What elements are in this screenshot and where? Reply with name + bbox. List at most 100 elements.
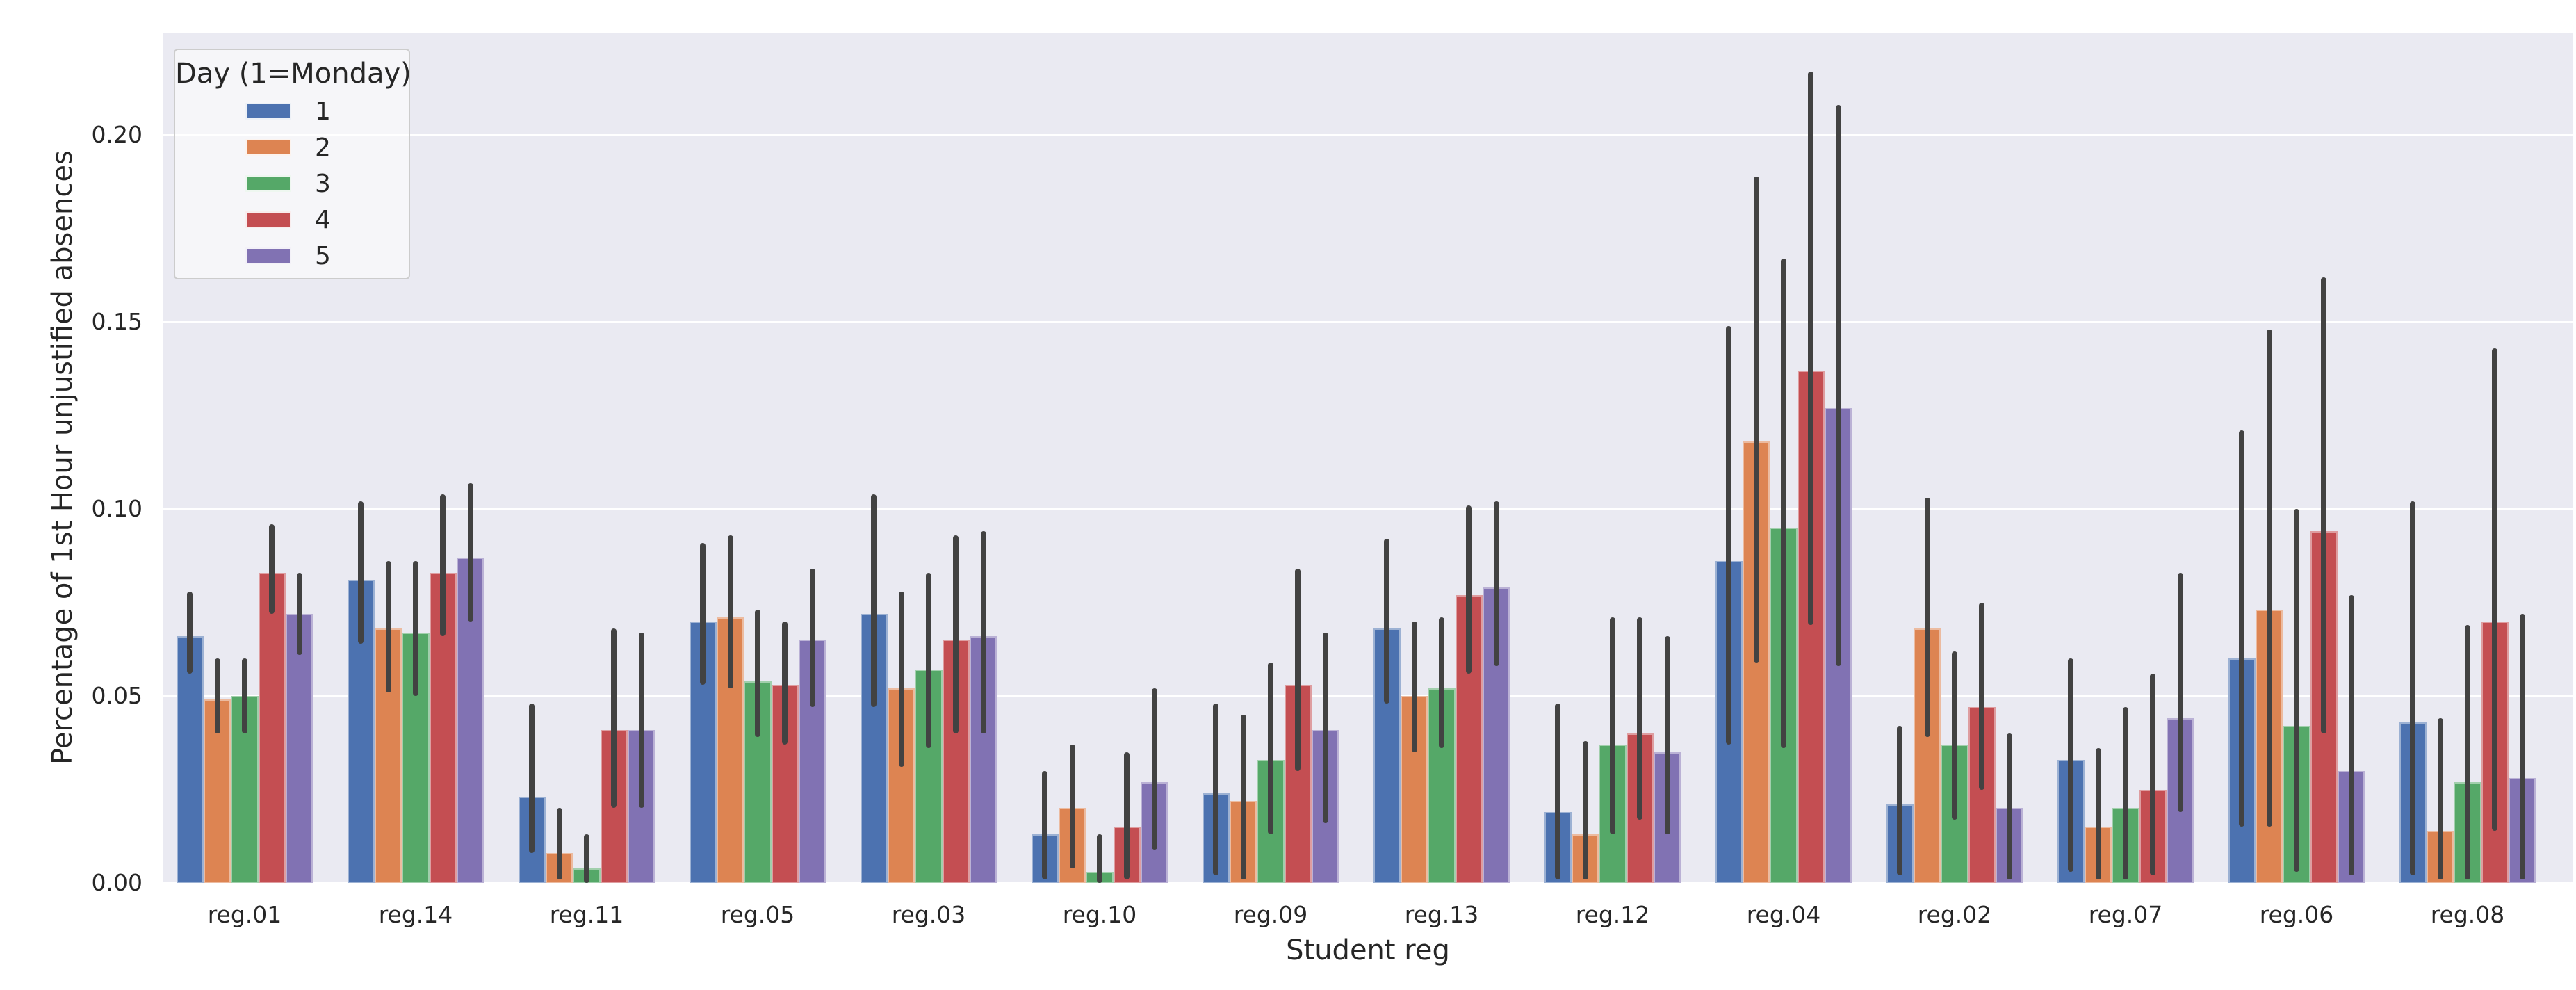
legend-item-label: 4	[315, 205, 331, 234]
legend: Day (1=Monday) 1 2 3 4 5	[174, 49, 411, 279]
error-bar-reg.07-day4	[2150, 673, 2156, 876]
legend-swatch-day-3	[245, 175, 291, 192]
x-tick-label-reg.09: reg.09	[1233, 901, 1308, 928]
legend-item-day-2: 2	[175, 129, 409, 165]
error-bar-reg.14-day5	[467, 482, 473, 622]
error-bar-reg.03-day2	[898, 591, 904, 768]
error-bar-reg.10-day5	[1151, 688, 1157, 850]
error-bar-reg.09-day1	[1213, 703, 1219, 876]
error-bar-reg.07-day2	[2095, 748, 2101, 879]
error-bar-reg.03-day5	[980, 531, 986, 733]
y-tick-label: 0.00	[91, 869, 142, 896]
error-bar-reg.09-day2	[1240, 715, 1246, 879]
error-bar-reg.01-day2	[214, 658, 220, 733]
x-tick-label-reg.07: reg.07	[2088, 901, 2163, 928]
error-bar-reg.02-day1	[1897, 726, 1903, 876]
legend-rows: 1 2 3 4 5	[175, 93, 409, 274]
error-bar-reg.12-day4	[1637, 617, 1643, 820]
x-axis-label: Student reg	[1286, 934, 1450, 966]
error-bar-reg.01-day1	[187, 591, 193, 674]
error-bar-reg.06-day2	[2266, 330, 2272, 827]
x-tick-label-reg.05: reg.05	[720, 901, 795, 928]
error-bar-reg.05-day5	[809, 569, 815, 708]
bar-reg.13-day2	[1400, 696, 1428, 883]
error-bar-reg.09-day5	[1322, 632, 1328, 823]
y-tick-label: 0.15	[91, 308, 142, 336]
error-bar-reg.11-day5	[638, 632, 644, 809]
error-bar-reg.05-day3	[755, 610, 760, 738]
x-tick-label-reg.11: reg.11	[549, 901, 624, 928]
error-bar-reg.03-day3	[926, 572, 931, 749]
y-tick-label: 0.10	[91, 495, 142, 523]
error-bar-reg.13-day3	[1439, 617, 1444, 749]
legend-swatch-day-1	[245, 103, 291, 120]
error-bar-reg.08-day2	[2437, 718, 2443, 879]
x-tick-label-reg.13: reg.13	[1404, 901, 1479, 928]
error-bar-reg.13-day5	[1493, 501, 1499, 667]
bar-reg.01-day4	[258, 572, 286, 883]
legend-swatch-day-4	[245, 211, 291, 228]
x-tick-label-reg.02: reg.02	[1917, 901, 1992, 928]
error-bar-reg.13-day4	[1466, 505, 1472, 674]
error-bar-reg.06-day4	[2321, 277, 2327, 733]
error-bar-reg.13-day2	[1411, 621, 1417, 752]
gridline	[163, 133, 2573, 136]
bar-reg.01-day5	[286, 613, 313, 883]
error-bar-reg.03-day4	[953, 535, 959, 733]
y-axis-label: Percentage of 1st Hour unjustified absen…	[47, 150, 79, 765]
x-tick-label-reg.06: reg.06	[2259, 901, 2334, 928]
error-bar-reg.11-day2	[556, 808, 562, 879]
error-bar-reg.01-day3	[242, 658, 247, 733]
error-bar-reg.01-day4	[269, 524, 275, 614]
error-bar-reg.06-day1	[2239, 430, 2245, 827]
error-bar-reg.14-day3	[413, 561, 418, 697]
error-bar-reg.08-day1	[2410, 501, 2416, 876]
x-tick-label-reg.10: reg.10	[1062, 901, 1137, 928]
gridline	[163, 508, 2573, 510]
error-bar-reg.02-day5	[2006, 733, 2012, 879]
bar-reg.01-day1	[176, 636, 204, 883]
legend-item-label: 3	[315, 169, 331, 198]
error-bar-reg.05-day1	[700, 542, 706, 685]
error-bar-reg.07-day3	[2123, 707, 2128, 879]
error-bar-reg.02-day2	[1924, 498, 1930, 738]
error-bar-reg.04-day1	[1726, 325, 1732, 745]
error-bar-reg.04-day3	[1781, 258, 1786, 749]
gridline	[163, 695, 2573, 697]
error-bar-reg.03-day1	[871, 494, 877, 708]
legend-item-label: 2	[315, 133, 331, 162]
legend-swatch-day-2	[245, 139, 291, 156]
error-bar-reg.10-day2	[1069, 745, 1075, 868]
error-bar-reg.04-day5	[1835, 105, 1841, 667]
x-tick-label-reg.03: reg.03	[891, 901, 966, 928]
error-bar-reg.07-day1	[2068, 658, 2074, 872]
legend-item-day-3: 3	[175, 165, 409, 202]
legend-item-day-5: 5	[175, 238, 409, 274]
legend-title: Day (1=Monday)	[175, 58, 411, 90]
x-tick-label-reg.04: reg.04	[1746, 901, 1821, 928]
error-bar-reg.06-day5	[2348, 594, 2354, 876]
error-bar-reg.12-day5	[1664, 636, 1670, 835]
error-bar-reg.11-day3	[584, 834, 589, 883]
plot-area	[163, 33, 2573, 884]
legend-item-label: 1	[315, 97, 331, 126]
error-bar-reg.04-day2	[1753, 176, 1759, 663]
x-tick-label-reg.14: reg.14	[378, 901, 453, 928]
error-bar-reg.11-day1	[529, 703, 535, 853]
error-bar-reg.14-day4	[440, 494, 446, 637]
error-bar-reg.13-day1	[1384, 539, 1390, 704]
error-bar-reg.10-day4	[1124, 752, 1130, 879]
y-tick-label: 0.05	[91, 682, 142, 710]
error-bar-reg.09-day3	[1268, 662, 1273, 835]
error-bar-reg.11-day4	[611, 628, 617, 809]
legend-swatch-day-5	[245, 248, 291, 264]
error-bar-reg.05-day2	[727, 535, 733, 689]
error-bar-reg.05-day4	[782, 621, 788, 745]
error-bar-reg.02-day3	[1952, 651, 1957, 820]
legend-item-day-1: 1	[175, 93, 409, 129]
legend-item-label: 5	[315, 241, 331, 270]
error-bar-reg.04-day4	[1808, 71, 1814, 625]
error-bar-reg.02-day4	[1979, 602, 1985, 790]
x-tick-label-reg.12: reg.12	[1575, 901, 1650, 928]
error-bar-reg.12-day1	[1555, 703, 1561, 879]
